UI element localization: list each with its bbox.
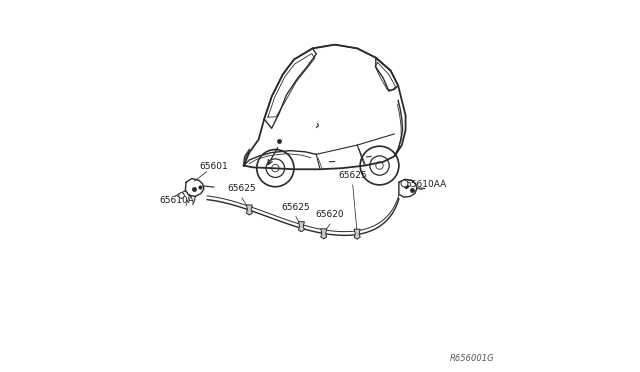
Text: 65625: 65625 <box>228 185 256 193</box>
Polygon shape <box>354 229 360 239</box>
Text: 65625: 65625 <box>282 203 310 212</box>
Polygon shape <box>255 148 296 189</box>
Text: 65601: 65601 <box>200 162 228 171</box>
Text: 65610A: 65610A <box>159 196 194 205</box>
Text: 65620: 65620 <box>316 211 344 219</box>
Polygon shape <box>358 144 401 187</box>
Text: 65625: 65625 <box>339 171 367 180</box>
Text: 65610AA: 65610AA <box>405 180 447 189</box>
Polygon shape <box>298 222 305 232</box>
Polygon shape <box>321 229 326 239</box>
Polygon shape <box>246 205 252 215</box>
Text: R656001G: R656001G <box>450 354 495 363</box>
